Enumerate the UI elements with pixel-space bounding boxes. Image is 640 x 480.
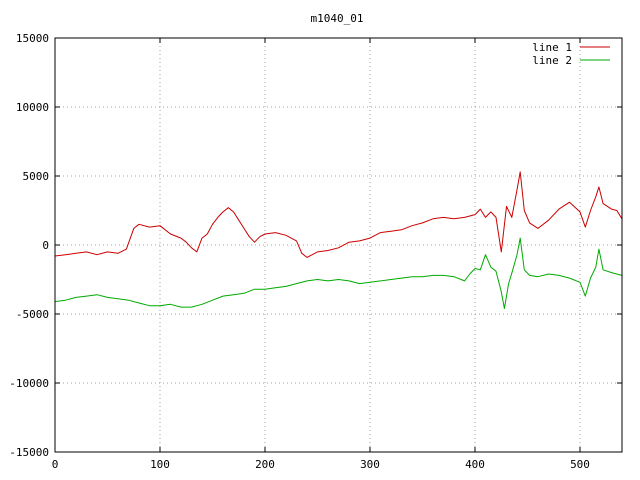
x-tick-label: 200	[255, 458, 275, 471]
series-layer	[54, 171, 623, 309]
x-tick-label: 0	[52, 458, 59, 471]
legend-label: line 1	[532, 41, 572, 54]
x-tick-label: 100	[150, 458, 170, 471]
y-tick-label: -10000	[9, 377, 49, 390]
x-tick-label: 300	[360, 458, 380, 471]
y-tick-label: 5000	[23, 170, 50, 183]
y-tick-label: -15000	[9, 446, 49, 459]
x-tick-label: 500	[570, 458, 590, 471]
y-tick-label: 0	[42, 239, 49, 252]
ticks-layer: 0 100 200 300 400 500 -15000 -10000 -5000 0 5000 10…	[9, 32, 622, 471]
chart-title: m1040_01	[311, 12, 364, 25]
series-line-2	[54, 237, 623, 309]
y-tick-label: 10000	[16, 101, 49, 114]
series-line-1	[54, 171, 623, 258]
y-tick-label: 15000	[16, 32, 49, 45]
x-tick-label: 400	[465, 458, 485, 471]
grid-layer	[55, 38, 622, 452]
legend-label: line 2	[532, 54, 572, 67]
y-tick-label: -5000	[16, 308, 49, 321]
